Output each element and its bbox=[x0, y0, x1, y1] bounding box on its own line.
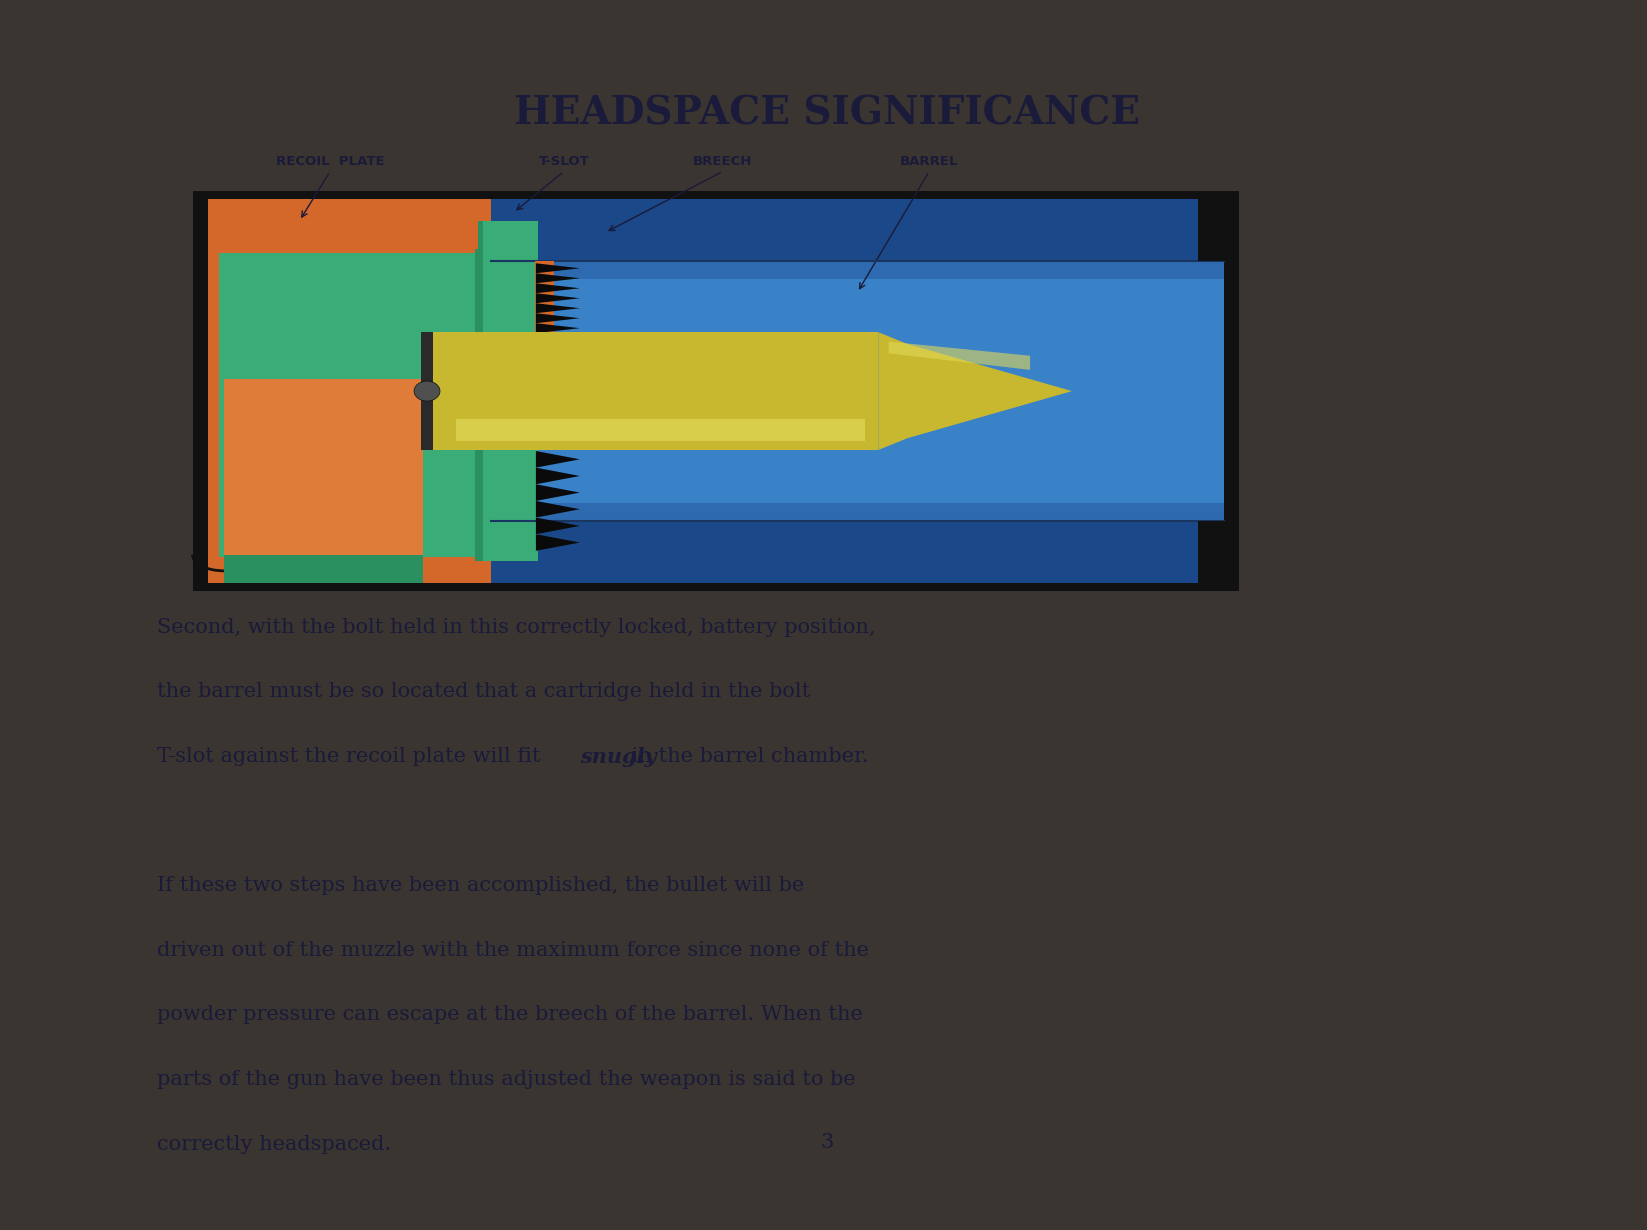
Bar bbox=[1197, 192, 1240, 261]
Polygon shape bbox=[535, 283, 580, 293]
Polygon shape bbox=[889, 342, 1029, 370]
Polygon shape bbox=[535, 485, 580, 501]
Bar bbox=[478, 221, 483, 561]
Bar bbox=[219, 253, 486, 557]
Text: BREECH: BREECH bbox=[693, 155, 753, 169]
Polygon shape bbox=[535, 343, 580, 353]
Text: HEADSPACE SIGNIFICANCE: HEADSPACE SIGNIFICANCE bbox=[514, 95, 1140, 133]
Polygon shape bbox=[535, 353, 580, 363]
Polygon shape bbox=[878, 332, 1072, 450]
Polygon shape bbox=[535, 314, 580, 323]
Bar bbox=[491, 261, 1224, 520]
Text: Second, with the bolt held in this correctly locked, battery position,: Second, with the bolt held in this corre… bbox=[158, 617, 876, 637]
Bar bbox=[476, 250, 517, 561]
Bar bbox=[193, 192, 1240, 590]
Polygon shape bbox=[535, 501, 580, 518]
Polygon shape bbox=[535, 534, 580, 551]
Polygon shape bbox=[535, 273, 580, 283]
Polygon shape bbox=[535, 304, 580, 314]
Text: driven out of the muzzle with the maximum force since none of the: driven out of the muzzle with the maximu… bbox=[158, 941, 870, 959]
Polygon shape bbox=[535, 293, 580, 304]
Bar bbox=[481, 221, 539, 561]
Bar bbox=[535, 261, 553, 365]
Bar bbox=[208, 199, 507, 583]
Polygon shape bbox=[535, 263, 580, 273]
Text: snugly: snugly bbox=[580, 747, 657, 768]
Bar bbox=[491, 279, 1224, 503]
Polygon shape bbox=[535, 467, 580, 485]
Bar bbox=[420, 332, 433, 450]
Text: 3: 3 bbox=[820, 1133, 833, 1153]
Bar bbox=[491, 199, 1224, 583]
Text: T-SLOT: T-SLOT bbox=[539, 155, 590, 169]
Text: correctly headspaced.: correctly headspaced. bbox=[158, 1134, 392, 1154]
Bar bbox=[1197, 520, 1240, 590]
Text: T-slot against the recoil plate will fit: T-slot against the recoil plate will fit bbox=[158, 747, 547, 766]
Bar bbox=[224, 379, 423, 555]
Polygon shape bbox=[535, 451, 580, 467]
Text: BARREL: BARREL bbox=[899, 155, 959, 169]
Text: parts of the gun have been thus adjusted the weapon is said to be: parts of the gun have been thus adjusted… bbox=[158, 1070, 856, 1089]
Bar bbox=[433, 332, 878, 450]
Polygon shape bbox=[535, 518, 580, 534]
Text: in the barrel chamber.: in the barrel chamber. bbox=[624, 747, 868, 766]
Bar bbox=[224, 555, 423, 583]
Text: RECOIL  PLATE: RECOIL PLATE bbox=[275, 155, 384, 169]
Polygon shape bbox=[535, 323, 580, 333]
Circle shape bbox=[413, 381, 440, 401]
Polygon shape bbox=[535, 333, 580, 343]
Text: If these two steps have been accomplished, the bullet will be: If these two steps have been accomplishe… bbox=[158, 876, 805, 895]
Text: the barrel must be so located that a cartridge held in the bolt: the barrel must be so located that a car… bbox=[158, 683, 810, 701]
Bar bbox=[456, 419, 865, 440]
Text: powder pressure can escape at the breech of the barrel. When the: powder pressure can escape at the breech… bbox=[158, 1005, 863, 1025]
